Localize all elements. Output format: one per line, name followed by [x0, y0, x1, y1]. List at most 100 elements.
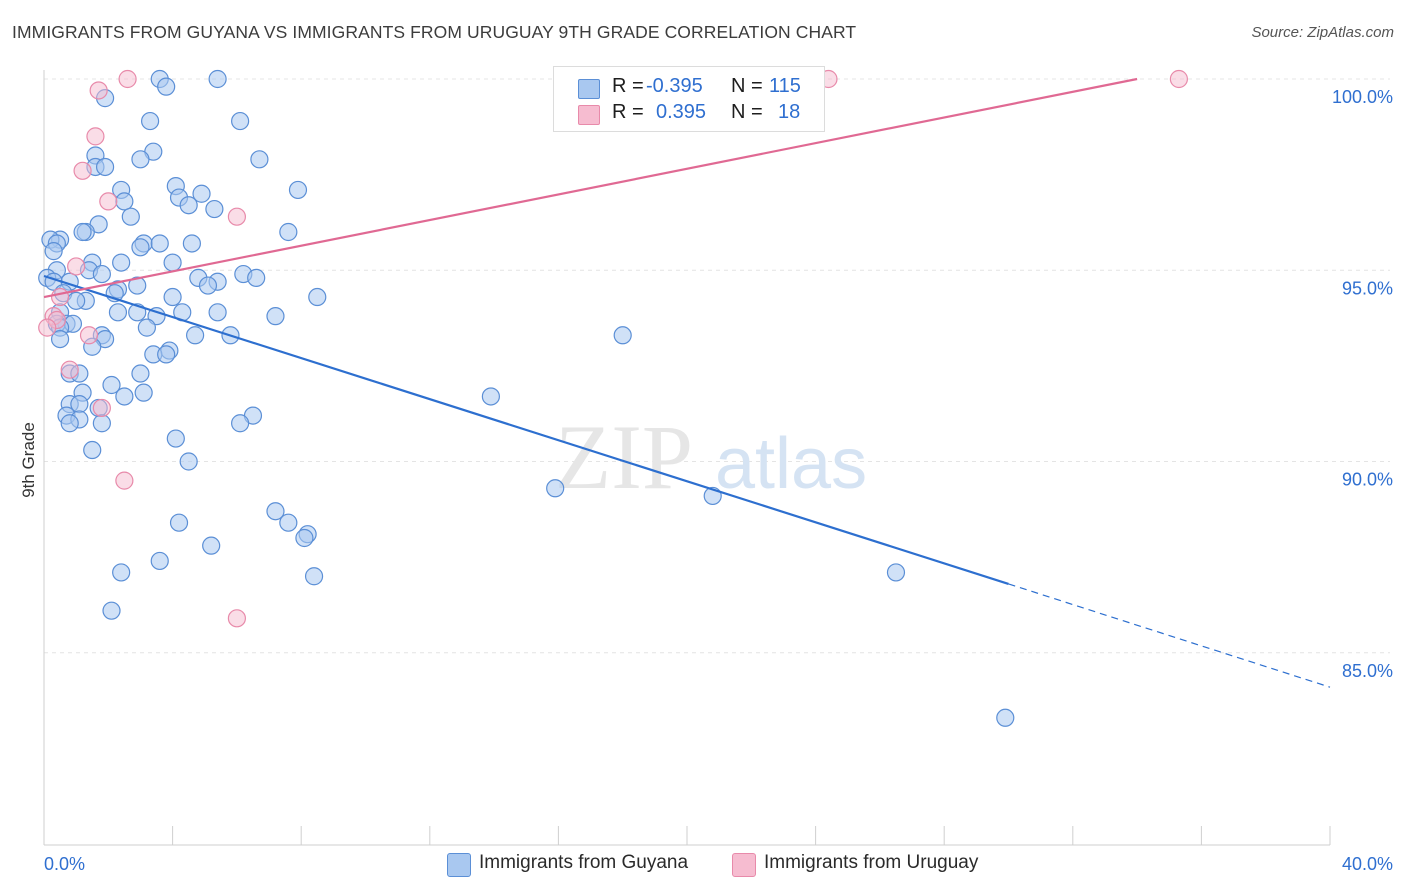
data-point-guyana	[102, 601, 121, 620]
data-point-guyana	[546, 479, 565, 498]
data-point-guyana	[150, 234, 169, 253]
data-point-guyana	[92, 264, 111, 284]
x-tick-label: 0.0%	[44, 854, 85, 874]
legend-n-value: 115	[769, 75, 801, 97]
data-point-guyana	[102, 375, 121, 395]
data-point-guyana	[50, 330, 70, 349]
data-point-guyana	[179, 196, 198, 215]
series-guyana-points	[38, 69, 1015, 727]
data-point-uruguay	[73, 161, 92, 180]
trend-line-guyana	[43, 274, 1009, 585]
grid-lines	[44, 78, 1390, 654]
data-point-guyana	[166, 429, 185, 448]
legend-n-value: 18	[778, 101, 801, 123]
data-point-guyana	[202, 536, 221, 555]
data-point-guyana	[179, 452, 198, 471]
data-point-guyana	[134, 383, 153, 402]
data-point-uruguay	[92, 398, 111, 418]
data-point-guyana	[121, 207, 140, 226]
data-point-guyana	[481, 387, 500, 406]
trend-lines	[43, 77, 1331, 688]
series-uruguay-points	[38, 69, 1188, 628]
x-tick-labels: 0.0% 40.0%	[44, 854, 1393, 874]
legend-r-label: R =	[612, 75, 644, 97]
data-point-guyana	[266, 307, 285, 326]
data-point-guyana	[131, 150, 150, 169]
data-point-uruguay	[89, 81, 108, 100]
y-tick-labels: 85.0% 90.0% 95.0% 100.0%	[1332, 87, 1393, 681]
y-tick-label: 90.0%	[1342, 470, 1393, 490]
data-point-guyana	[250, 150, 269, 169]
data-point-guyana	[304, 567, 324, 586]
data-point-guyana	[112, 253, 131, 272]
data-point-uruguay	[118, 69, 137, 89]
data-point-guyana	[73, 222, 92, 242]
data-point-guyana	[208, 303, 227, 322]
data-point-guyana	[208, 69, 227, 89]
legend-r-value: 0.395	[656, 101, 707, 123]
data-point-guyana	[996, 708, 1015, 727]
x-tick-label: 40.0%	[1342, 854, 1393, 874]
data-point-uruguay	[50, 287, 70, 307]
data-point-uruguay	[227, 207, 246, 226]
data-point-guyana	[131, 238, 150, 257]
data-point-guyana	[198, 276, 218, 295]
data-point-guyana	[108, 303, 128, 322]
data-point-guyana	[128, 276, 147, 295]
y-tick-label: 100.0%	[1332, 87, 1393, 107]
watermark-zip: ZIP	[555, 406, 693, 508]
watermark: ZIP atlas	[555, 406, 867, 508]
data-point-guyana	[613, 326, 632, 345]
y-axis-label: 9th Grade	[19, 422, 38, 498]
data-point-guyana	[60, 414, 79, 433]
data-point-guyana	[266, 502, 285, 521]
data-point-guyana	[150, 551, 169, 571]
legend-r-value: -0.395	[646, 75, 703, 97]
data-point-guyana	[83, 440, 102, 460]
data-point-uruguay	[99, 192, 118, 211]
data-point-guyana	[886, 563, 906, 582]
data-point-uruguay	[86, 127, 105, 146]
data-point-uruguay	[115, 471, 134, 490]
data-point-uruguay	[79, 326, 99, 345]
trend-line-uruguay	[43, 77, 1138, 299]
data-point-guyana	[67, 291, 86, 310]
data-point-uruguay	[38, 318, 57, 337]
data-point-guyana	[115, 387, 134, 406]
data-point-guyana	[279, 513, 298, 532]
watermark-atlas: atlas	[715, 424, 867, 504]
data-point-guyana	[247, 268, 266, 287]
data-point-guyana	[137, 318, 156, 337]
chart-title: IMMIGRANTS FROM GUYANA VS IMMIGRANTS FRO…	[12, 22, 857, 42]
data-point-guyana	[140, 111, 160, 131]
data-point-guyana	[157, 77, 176, 96]
data-point-guyana	[231, 414, 250, 433]
legend-row-guyana: R = -0.395 N = 115	[554, 75, 824, 103]
chart-source: Source: ZipAtlas.com	[1251, 24, 1394, 41]
legend-swatch-uruguay	[578, 105, 600, 125]
legend-swatch-guyana	[447, 853, 471, 877]
data-point-guyana	[205, 199, 224, 219]
legend-row-uruguay: R = 0.395 N = 18	[554, 101, 824, 129]
y-tick-label: 85.0%	[1342, 661, 1393, 681]
data-point-guyana	[231, 111, 250, 131]
data-point-guyana	[115, 192, 134, 211]
data-point-guyana	[308, 287, 327, 307]
legend-n-label: N =	[731, 75, 763, 97]
data-point-guyana	[182, 234, 201, 253]
data-point-uruguay	[227, 609, 246, 628]
legend-n-label: N =	[731, 101, 763, 123]
stats-legend: R = -0.395 N = 115 R = 0.395 N = 18	[553, 66, 825, 132]
data-point-guyana	[92, 414, 111, 433]
data-point-guyana	[157, 345, 176, 364]
data-point-guyana	[169, 513, 189, 532]
legend-label-uruguay: Immigrants from Uruguay	[764, 852, 979, 873]
data-point-guyana	[288, 180, 308, 200]
data-point-guyana	[163, 253, 182, 272]
legend-swatch-guyana	[578, 79, 600, 99]
axes	[43, 70, 1331, 846]
legend-label-guyana: Immigrants from Guyana	[479, 852, 689, 873]
legend-swatch-uruguay	[732, 853, 756, 877]
data-point-guyana	[112, 563, 131, 582]
